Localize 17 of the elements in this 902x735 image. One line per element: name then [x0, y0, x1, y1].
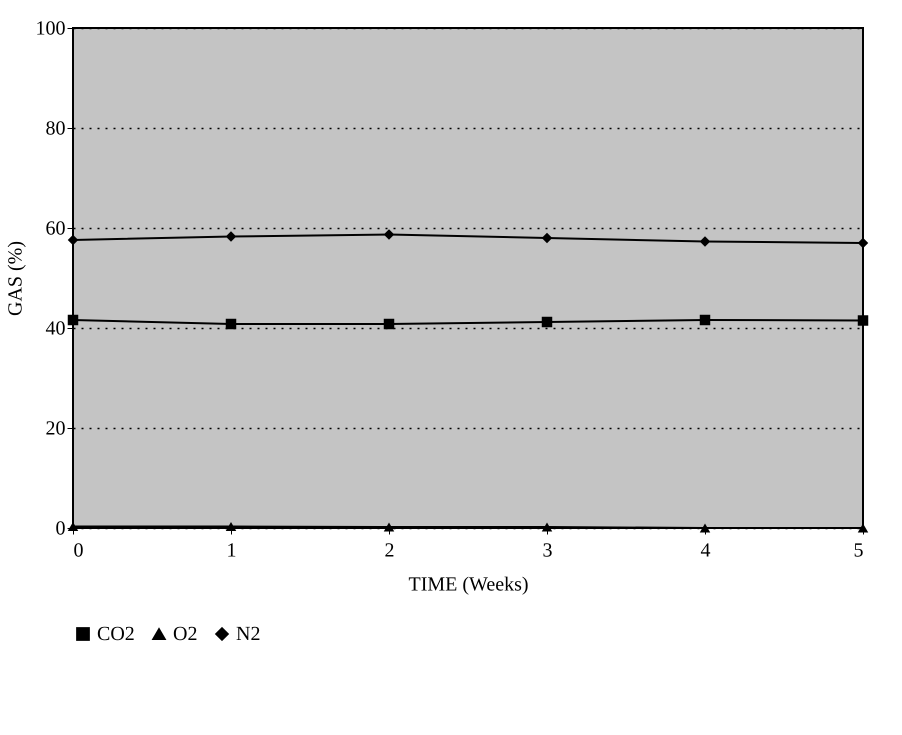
legend-label: N2	[236, 623, 260, 645]
y-tick-label: 80	[46, 118, 66, 140]
x-tick-label: 1	[226, 540, 236, 562]
x-tick-label: 2	[384, 540, 394, 562]
y-tick-label: 40	[46, 318, 66, 340]
y-axis-title: GAS (%)	[4, 241, 26, 316]
y-tick-label: 0	[56, 518, 66, 540]
legend-label: CO2	[97, 623, 135, 645]
x-axis-title: TIME (Weeks)	[408, 574, 529, 596]
x-tick-label: 3	[542, 540, 552, 562]
x-tick-label: 4	[700, 540, 710, 562]
y-tick-label: 20	[46, 418, 66, 440]
x-tick-label: 0	[74, 540, 84, 562]
y-tick-label: 100	[36, 18, 66, 40]
y-tick-label: 60	[46, 218, 66, 240]
legend-label: O2	[173, 623, 198, 645]
x-tick-label: 5	[854, 540, 864, 562]
